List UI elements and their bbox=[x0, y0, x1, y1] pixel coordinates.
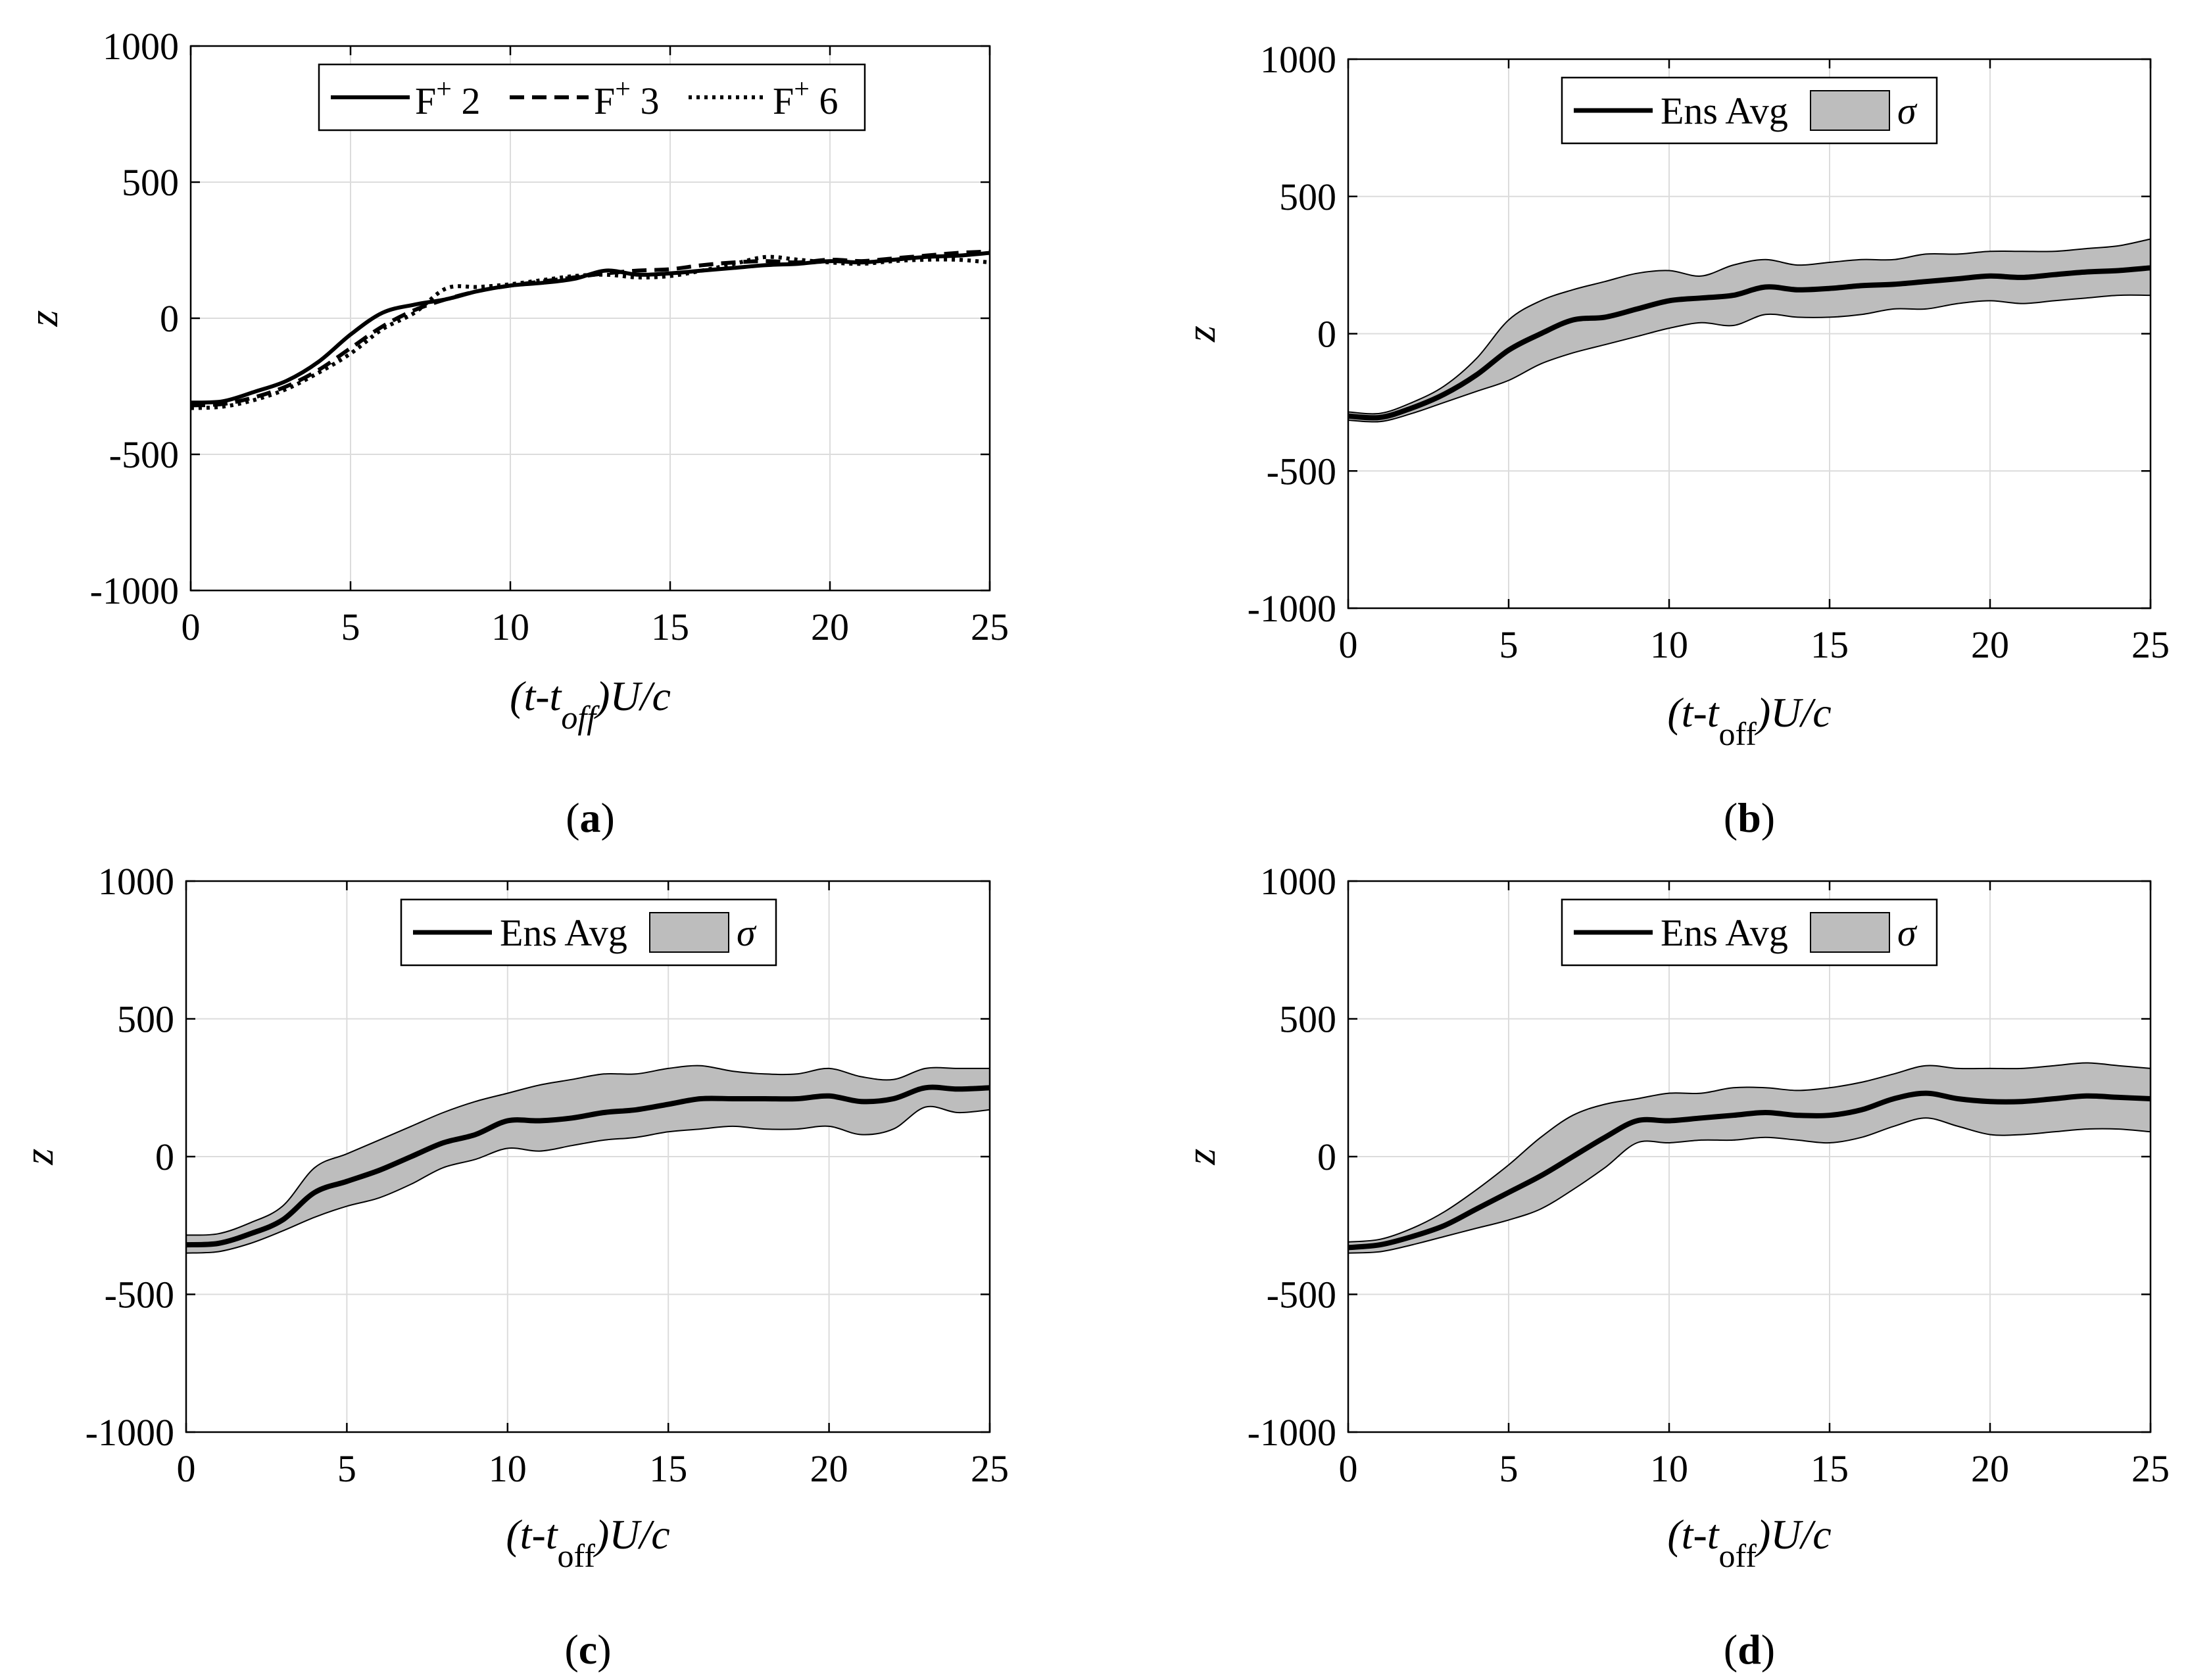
legend-label: F+ 2 bbox=[415, 74, 480, 122]
y-tick-label: -500 bbox=[1267, 1274, 1336, 1316]
y-tick-label: 500 bbox=[117, 998, 174, 1041]
legend-label-ens-avg: Ens Avg bbox=[1661, 911, 1788, 954]
legend-label: F+ 3 bbox=[594, 74, 659, 122]
x-tick-label: 10 bbox=[1650, 623, 1688, 666]
sigma-band-lower-edge bbox=[1348, 294, 2151, 423]
y-tick-label: -1000 bbox=[85, 1411, 174, 1454]
panel-label: (d) bbox=[1724, 1626, 1775, 1673]
panel-b: 0 5 10 15 20 25 -1000 -500 0 500 1000 Ens Avg σ z (t-t… bbox=[1177, 38, 2170, 841]
y-tick-label: 0 bbox=[160, 297, 179, 340]
x-axis-title: (t-toff)U/c bbox=[510, 673, 671, 736]
y-tick-label: -500 bbox=[1267, 450, 1336, 492]
x-tick-label: 10 bbox=[489, 1447, 527, 1490]
ens-avg-line bbox=[185, 1084, 990, 1248]
legend-swatch-sigma bbox=[1810, 912, 1890, 953]
y-axis-title: z bbox=[20, 310, 66, 327]
x-axis-title: (t-toff)U/c bbox=[1667, 1511, 1831, 1574]
x-tick-label: 15 bbox=[649, 1447, 687, 1490]
ens-avg-line bbox=[1348, 265, 2151, 421]
sigma-band-lower-edge bbox=[1348, 1117, 2151, 1254]
plot-frame bbox=[189, 45, 991, 592]
legend-label-ens-avg: Ens Avg bbox=[500, 911, 627, 954]
legend-box bbox=[318, 63, 866, 132]
sigma-band-upper-edge bbox=[185, 1065, 990, 1236]
y-tick-label: 1000 bbox=[103, 25, 179, 68]
y-axis-title: z bbox=[1177, 325, 1224, 343]
y-tick-label: -500 bbox=[109, 433, 179, 476]
y-tick-label: 500 bbox=[122, 161, 179, 204]
sigma-band bbox=[1348, 1063, 2151, 1253]
y-tick-label: 500 bbox=[1279, 998, 1336, 1041]
y-tick-label: 500 bbox=[1279, 176, 1336, 218]
x-tick-label: 0 bbox=[1339, 1447, 1358, 1490]
series-line-dotted bbox=[190, 254, 990, 410]
x-tick-label: 20 bbox=[1971, 623, 2009, 666]
x-tick-label: 20 bbox=[811, 606, 849, 648]
y-tick-label: 0 bbox=[1317, 1136, 1336, 1178]
panel-c: 0 5 10 15 20 25 -1000 -500 0 500 1000 Ens Avg σ z (t-t… bbox=[15, 860, 1009, 1673]
legend-label-sigma: σ bbox=[1897, 89, 1918, 132]
x-tick-label: 10 bbox=[491, 606, 529, 648]
plot-frame bbox=[185, 880, 991, 1433]
y-tick-label: 0 bbox=[1317, 313, 1336, 356]
x-tick-label: 15 bbox=[1811, 623, 1849, 666]
x-tick-label: 0 bbox=[182, 606, 201, 648]
legend: Ens Avg σ bbox=[400, 898, 777, 967]
panel-label: (c) bbox=[564, 1626, 611, 1673]
y-tick-label: -1000 bbox=[90, 569, 179, 612]
x-axis-title: (t-toff)U/c bbox=[1667, 689, 1831, 752]
sigma-band-lower-edge bbox=[185, 1105, 990, 1254]
x-tick-label: 5 bbox=[341, 606, 360, 648]
sigma-band bbox=[186, 1065, 990, 1253]
legend-label-sigma: σ bbox=[737, 911, 757, 954]
panel-d: 0 5 10 15 20 25 -1000 -500 0 500 1000 Ens Avg σ z (t-t… bbox=[1177, 860, 2170, 1673]
y-axis-title: z bbox=[1177, 1148, 1224, 1165]
x-tick-label: 25 bbox=[2131, 1447, 2170, 1490]
plot-frame bbox=[1347, 58, 2152, 610]
legend-label-ens-avg: Ens Avg bbox=[1661, 89, 1788, 132]
y-tick-label: -1000 bbox=[1248, 587, 1336, 630]
legend: Ens Avg σ bbox=[1561, 898, 1938, 967]
x-tick-label: 20 bbox=[1971, 1447, 2009, 1490]
panel-label: (b) bbox=[1724, 794, 1775, 841]
y-tick-label: -1000 bbox=[1248, 1411, 1336, 1454]
x-tick-label: 25 bbox=[971, 606, 1009, 648]
y-tick-label: 1000 bbox=[1260, 860, 1336, 903]
y-tick-label: 1000 bbox=[1260, 38, 1336, 81]
x-tick-label: 5 bbox=[1499, 1447, 1519, 1490]
x-tick-label: 0 bbox=[177, 1447, 196, 1490]
y-tick-label: 0 bbox=[155, 1136, 174, 1178]
sigma-band bbox=[1348, 239, 2151, 422]
x-tick-label: 5 bbox=[337, 1447, 356, 1490]
sigma-band-upper-edge bbox=[1348, 238, 2151, 415]
y-tick-label: -500 bbox=[105, 1274, 174, 1316]
x-axis-title: (t-toff)U/c bbox=[506, 1511, 669, 1574]
legend-label-sigma: σ bbox=[1897, 911, 1918, 954]
plot-frame bbox=[1347, 880, 2152, 1433]
x-tick-label: 10 bbox=[1650, 1447, 1688, 1490]
x-tick-label: 15 bbox=[651, 606, 689, 648]
legend: Ens Avg σ bbox=[1561, 76, 1938, 145]
x-tick-label: 0 bbox=[1339, 623, 1358, 666]
legend-label: F+ 6 bbox=[773, 74, 838, 122]
x-tick-label: 25 bbox=[971, 1447, 1009, 1490]
panel-label: (a) bbox=[566, 794, 615, 841]
x-tick-label: 25 bbox=[2131, 623, 2170, 666]
legend-swatch-sigma bbox=[1810, 90, 1890, 131]
sigma-band-upper-edge bbox=[1348, 1062, 2151, 1243]
x-tick-label: 15 bbox=[1811, 1447, 1849, 1490]
panel-a: 0 5 10 15 20 25 -1000 -500 0 500 1000 F+ 2 F+ 3 F+ 6 z… bbox=[20, 25, 1009, 841]
ens-avg-line bbox=[1348, 1090, 2151, 1251]
legend-swatch-sigma bbox=[649, 912, 729, 953]
y-tick-label: 1000 bbox=[98, 860, 174, 903]
y-axis-title: z bbox=[15, 1148, 62, 1165]
x-tick-label: 5 bbox=[1499, 623, 1519, 666]
series-line-dashed bbox=[190, 249, 990, 408]
legend: F+ 2 F+ 3 F+ 6 bbox=[318, 63, 866, 132]
x-tick-label: 20 bbox=[810, 1447, 848, 1490]
